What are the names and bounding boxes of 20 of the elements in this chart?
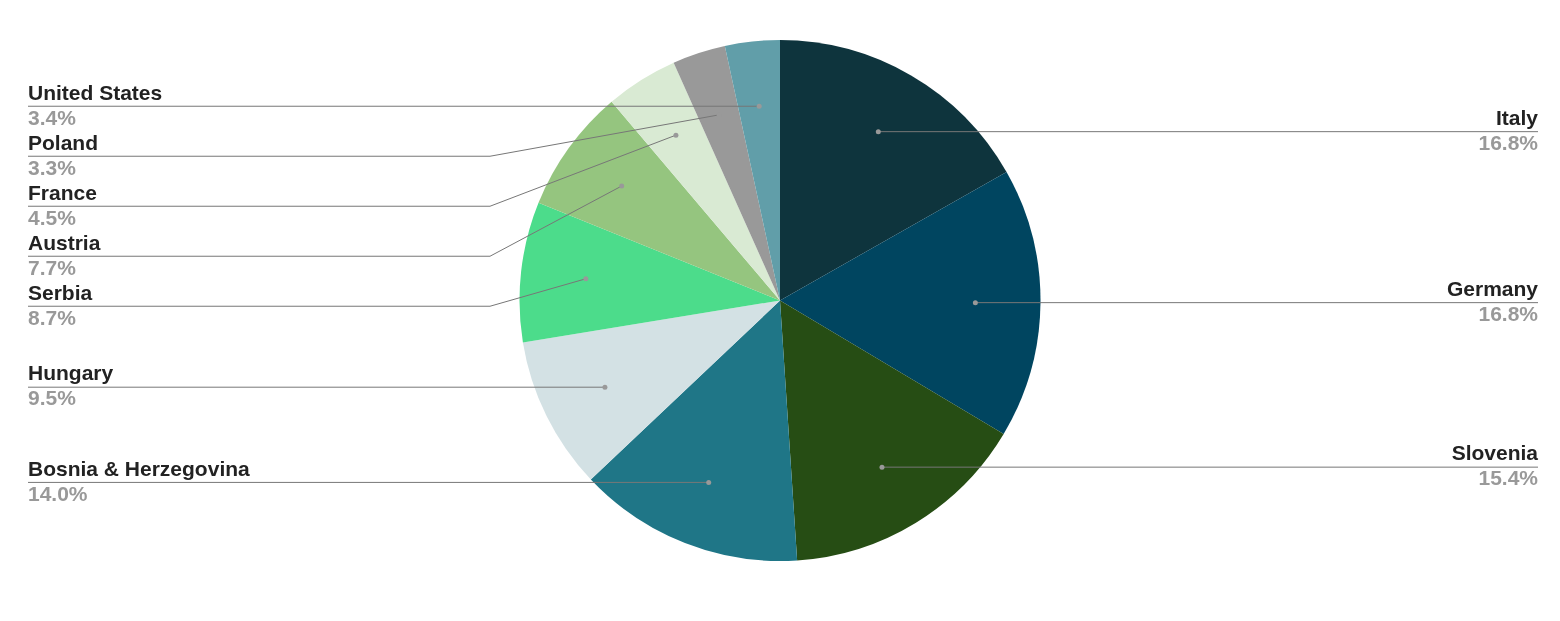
- data-label: 16.8%: [1478, 301, 1539, 325]
- slice-label: Hungary: [28, 361, 114, 385]
- data-label: 15.4%: [1478, 466, 1539, 490]
- data-label: 7.7%: [28, 255, 77, 279]
- slice-label: Germany: [1446, 276, 1539, 300]
- data-label: 3.3%: [28, 155, 77, 179]
- slice-label: Austria: [28, 230, 101, 254]
- slice-label: Poland: [28, 130, 99, 154]
- data-label: 14.0%: [28, 481, 88, 505]
- data-label: 3.4%: [28, 105, 77, 129]
- data-label: 8.7%: [28, 305, 77, 329]
- slice-label: Italy: [1495, 105, 1539, 129]
- data-label: 16.8%: [1478, 130, 1539, 154]
- slice-label: Bosnia & Herzegovina: [28, 456, 251, 480]
- slice-label: United States: [28, 80, 163, 104]
- data-label: 9.5%: [28, 386, 77, 410]
- slice-label: France: [28, 180, 97, 204]
- data-label: 4.5%: [28, 205, 77, 229]
- slice-label: Serbia: [28, 280, 93, 304]
- slice-label: Slovenia: [1451, 441, 1539, 465]
